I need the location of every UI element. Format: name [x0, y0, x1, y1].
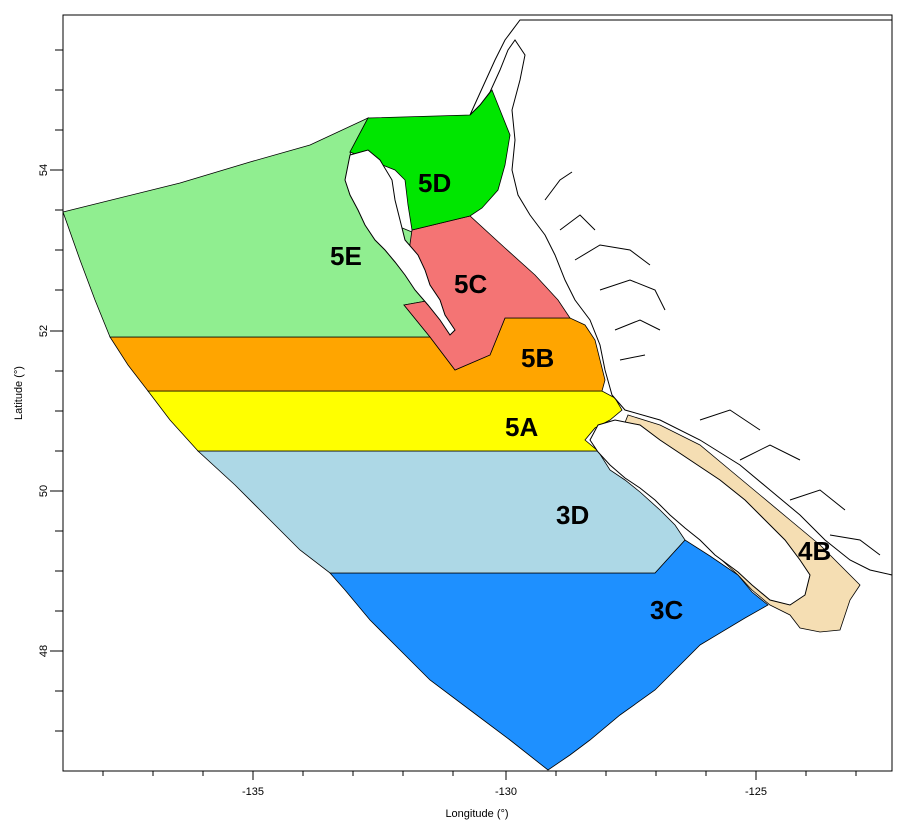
x-axis — [102, 771, 857, 780]
vancouver-island — [589, 419, 811, 606]
plot-frame — [62, 14, 893, 772]
x-tick-label: -135 — [242, 786, 264, 798]
area-label-5d: 5D — [418, 168, 451, 198]
area-label-5b: 5B — [521, 343, 554, 373]
x-tick-label: -130 — [495, 786, 517, 798]
y-tick-label: 50 — [38, 485, 50, 497]
coastal-inlets — [544, 171, 881, 556]
area-label-5e: 5E — [330, 241, 362, 271]
zone-3d — [196, 450, 686, 574]
zone-3c — [329, 539, 769, 771]
area-label-5c: 5C — [454, 269, 487, 299]
x-axis-title: Longitude (°) — [445, 808, 508, 820]
y-tick-label: 52 — [38, 325, 50, 337]
zone-5a — [147, 390, 623, 452]
area-label-4b: 4B — [798, 536, 831, 566]
mainland-coast — [469, 19, 893, 576]
area-label-3c: 3C — [650, 595, 683, 625]
area-label-5a: 5A — [505, 412, 538, 442]
area-label-3d: 3D — [556, 500, 589, 530]
y-axis — [50, 49, 63, 732]
y-axis-title: Latitude (°) — [13, 366, 25, 420]
haida-gwaii — [344, 149, 456, 336]
x-tick-label: -125 — [745, 786, 767, 798]
y-tick-label: 48 — [38, 645, 50, 657]
y-tick-label: 54 — [38, 164, 50, 176]
